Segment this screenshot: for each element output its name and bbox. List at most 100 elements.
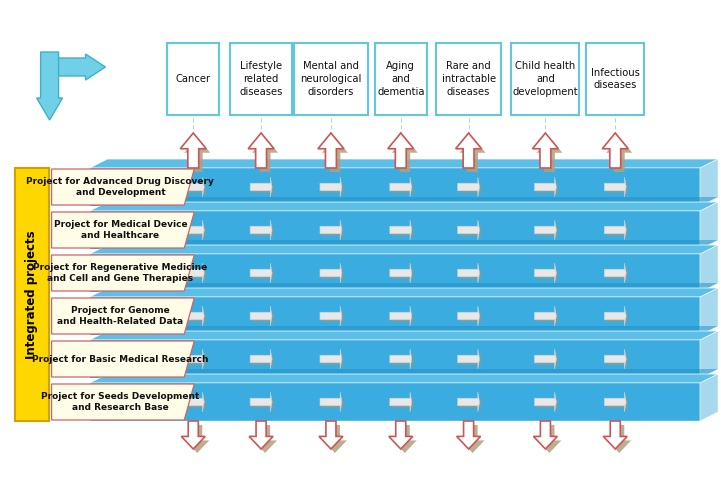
Polygon shape (534, 392, 557, 412)
Polygon shape (322, 137, 348, 172)
Polygon shape (182, 306, 204, 326)
Polygon shape (534, 263, 557, 283)
Polygon shape (185, 137, 211, 172)
Polygon shape (318, 133, 344, 168)
Polygon shape (322, 222, 344, 242)
Polygon shape (320, 177, 342, 197)
Polygon shape (89, 283, 718, 292)
Polygon shape (459, 308, 482, 328)
Text: Lifestyle
related
diseases: Lifestyle related diseases (239, 61, 283, 97)
Polygon shape (458, 177, 479, 197)
Polygon shape (89, 340, 700, 378)
Polygon shape (390, 220, 412, 240)
Polygon shape (320, 349, 342, 369)
Polygon shape (322, 179, 344, 199)
Polygon shape (606, 137, 632, 172)
Polygon shape (390, 349, 412, 369)
Polygon shape (456, 421, 481, 449)
FancyBboxPatch shape (375, 43, 427, 115)
Polygon shape (185, 425, 209, 453)
Polygon shape (459, 137, 485, 172)
Polygon shape (52, 255, 194, 291)
Polygon shape (252, 222, 274, 242)
Polygon shape (250, 349, 272, 369)
Text: Project for Basic Medical Research: Project for Basic Medical Research (32, 355, 208, 364)
Polygon shape (182, 220, 204, 240)
Polygon shape (320, 263, 342, 283)
Polygon shape (700, 374, 718, 421)
Polygon shape (606, 265, 628, 285)
Polygon shape (388, 133, 414, 168)
Polygon shape (52, 169, 194, 205)
Polygon shape (534, 306, 557, 326)
Polygon shape (52, 298, 194, 334)
FancyBboxPatch shape (293, 43, 368, 115)
Text: Project for Seeds Development
and Research Base: Project for Seeds Development and Resear… (41, 392, 200, 412)
Polygon shape (323, 425, 347, 453)
Polygon shape (459, 222, 482, 242)
Polygon shape (392, 394, 414, 414)
Polygon shape (459, 265, 482, 285)
Polygon shape (250, 263, 272, 283)
Polygon shape (602, 133, 628, 168)
Text: Project for Medical Device
and Healthcare: Project for Medical Device and Healthcar… (53, 220, 187, 240)
Polygon shape (536, 265, 558, 285)
FancyBboxPatch shape (230, 43, 292, 115)
Polygon shape (185, 351, 206, 371)
Polygon shape (458, 263, 479, 283)
Polygon shape (319, 421, 343, 449)
Text: Integrated projects: Integrated projects (25, 230, 38, 359)
Polygon shape (390, 177, 412, 197)
Polygon shape (700, 331, 718, 378)
Polygon shape (182, 349, 204, 369)
Polygon shape (603, 421, 627, 449)
Polygon shape (606, 351, 628, 371)
Polygon shape (536, 137, 562, 172)
Polygon shape (185, 265, 206, 285)
Polygon shape (89, 383, 700, 421)
Polygon shape (322, 308, 344, 328)
Polygon shape (534, 349, 557, 369)
Text: Aging
and
dementia: Aging and dementia (377, 61, 425, 97)
FancyBboxPatch shape (14, 168, 48, 421)
Polygon shape (252, 351, 274, 371)
Polygon shape (320, 220, 342, 240)
Polygon shape (536, 394, 558, 414)
Polygon shape (253, 425, 277, 453)
Polygon shape (604, 220, 627, 240)
FancyBboxPatch shape (436, 43, 501, 115)
Text: Project for Advanced Drug Discovery
and Development: Project for Advanced Drug Discovery and … (27, 177, 214, 197)
Polygon shape (182, 263, 204, 283)
Polygon shape (89, 168, 700, 206)
Text: Project for Genome
and Health-Related Data: Project for Genome and Health-Related Da… (58, 306, 183, 326)
Polygon shape (252, 179, 274, 199)
Polygon shape (250, 220, 272, 240)
Polygon shape (700, 159, 718, 206)
Polygon shape (534, 177, 557, 197)
Polygon shape (536, 351, 558, 371)
Polygon shape (392, 351, 414, 371)
Polygon shape (89, 331, 718, 340)
Polygon shape (389, 421, 412, 449)
Polygon shape (456, 133, 482, 168)
Polygon shape (89, 197, 718, 206)
Polygon shape (185, 179, 206, 199)
FancyBboxPatch shape (586, 43, 644, 115)
Polygon shape (390, 306, 412, 326)
Polygon shape (250, 306, 272, 326)
Polygon shape (89, 374, 718, 383)
Text: Mental and
neurological
disorders: Mental and neurological disorders (300, 61, 362, 97)
Polygon shape (392, 137, 417, 172)
Polygon shape (536, 179, 558, 199)
Polygon shape (185, 394, 206, 414)
Polygon shape (250, 177, 272, 197)
Polygon shape (392, 222, 414, 242)
Polygon shape (607, 425, 631, 453)
Polygon shape (700, 288, 718, 335)
Polygon shape (458, 392, 479, 412)
Polygon shape (89, 254, 700, 292)
Polygon shape (537, 425, 562, 453)
Polygon shape (320, 306, 342, 326)
Polygon shape (180, 133, 206, 168)
Polygon shape (604, 392, 627, 412)
